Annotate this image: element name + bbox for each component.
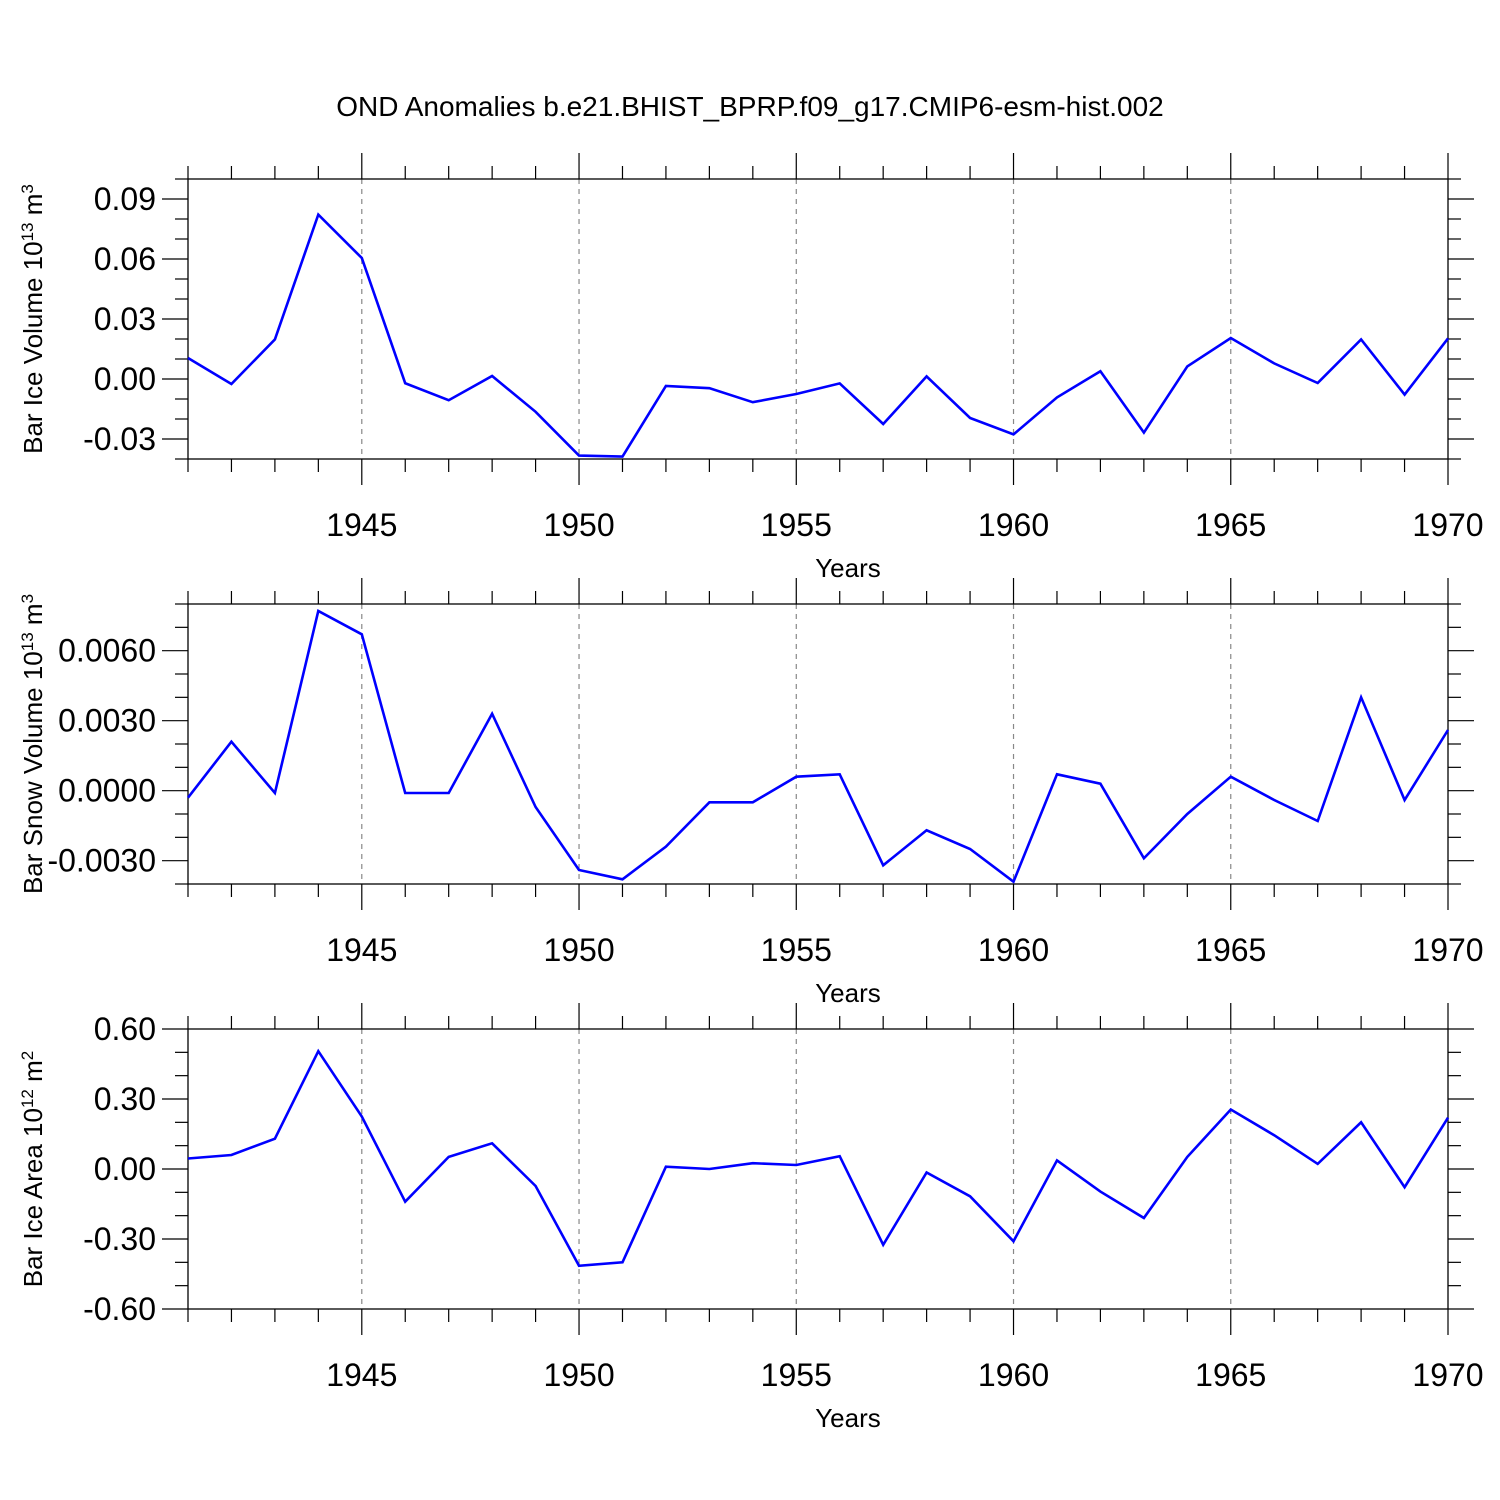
- y-axis-label-superscript: 13: [18, 222, 37, 241]
- plot-frame: [187, 603, 1449, 885]
- panels: -0.03 0.00 0.03 0.06 0.09 1945 1950 1955 1960 196…: [18, 153, 1484, 1433]
- series-line: [187, 1048, 1450, 1268]
- y-tick-label: 0.0000: [58, 773, 156, 809]
- plot-frame: [187, 178, 1449, 460]
- y-axis-label-superscript: 13: [18, 632, 37, 651]
- y-axis-label-part: m: [18, 194, 48, 223]
- panel-3: -0.60 -0.30 0.00 0.30 0.60 1945 1950 1955 1960 19…: [18, 1003, 1484, 1433]
- x-tick-label: 1950: [543, 932, 614, 968]
- y-tick-label: -0.30: [83, 1221, 156, 1257]
- y-tick-label: 0.09: [94, 181, 156, 217]
- x-tick-label: 1970: [1412, 1357, 1483, 1393]
- x-axis-label: Years: [815, 553, 881, 583]
- y-axis-label-superscript: 2: [18, 1051, 37, 1060]
- y-tick-label: 0.0030: [58, 703, 156, 739]
- series-line: [187, 212, 1450, 458]
- y-axis-label-part: m: [18, 603, 48, 632]
- y-axis-label-part: Bar Ice Area 10: [18, 1108, 48, 1287]
- y-tick-label: 0.03: [94, 301, 156, 337]
- chart-title: OND Anomalies b.e21.BHIST_BPRP.f09_g17.C…: [336, 91, 1163, 122]
- x-tick-label: 1955: [761, 1357, 832, 1393]
- x-tick-label: 1945: [326, 1357, 397, 1393]
- y-tick-label: 0.60: [94, 1011, 156, 1047]
- y-tick-label: 0.06: [94, 241, 156, 277]
- panel-2: -0.0030 0.0000 0.0030 0.0060 1945 1950 1955 196…: [18, 578, 1484, 1008]
- x-tick-label: 1970: [1412, 932, 1483, 968]
- y-axis-label-part: Bar Snow Volume 10: [18, 651, 48, 894]
- x-tick-label: 1960: [978, 932, 1049, 968]
- series-line: [186, 609, 1450, 884]
- y-axis-label: Bar Ice Area 1012 m2: [18, 1051, 49, 1288]
- y-axis-label: Bar Ice Volume 1013 m3: [18, 184, 49, 454]
- x-tick-label: 1955: [761, 932, 832, 968]
- x-axis-label: Years: [815, 978, 881, 1008]
- y-tick-label: -0.60: [83, 1291, 156, 1327]
- y-tick-label: -0.0030: [47, 843, 156, 879]
- y-tick-label: 0.00: [94, 361, 156, 397]
- plot-frame: [187, 1028, 1449, 1310]
- x-tick-label: 1945: [326, 507, 397, 543]
- x-tick-label: 1965: [1195, 1357, 1266, 1393]
- panel-1: -0.03 0.00 0.03 0.06 0.09 1945 1950 1955 1960 196…: [18, 153, 1484, 583]
- x-tick-label: 1965: [1195, 932, 1266, 968]
- y-tick-label: 0.00: [94, 1151, 156, 1187]
- x-tick-label: 1955: [761, 507, 832, 543]
- x-tick-label: 1950: [543, 1357, 614, 1393]
- x-tick-label: 1950: [543, 507, 614, 543]
- x-tick-label: 1960: [978, 507, 1049, 543]
- y-axis-label-superscript: 12: [18, 1089, 37, 1108]
- x-tick-label: 1960: [978, 1357, 1049, 1393]
- y-axis-label-superscript: 3: [18, 184, 37, 193]
- x-tick-label: 1945: [326, 932, 397, 968]
- y-axis-label: Bar Snow Volume 1013 m3: [18, 594, 49, 894]
- y-axis-label-part: m: [18, 1060, 48, 1089]
- y-axis-label-part: Bar Ice Volume 10: [18, 241, 48, 453]
- y-tick-label: 0.0060: [58, 633, 156, 669]
- y-tick-label: 0.30: [94, 1081, 156, 1117]
- x-tick-label: 1970: [1412, 507, 1483, 543]
- x-axis-label: Years: [815, 1403, 881, 1433]
- x-tick-label: 1965: [1195, 507, 1266, 543]
- y-tick-label: -0.03: [83, 421, 156, 457]
- y-axis-label-superscript: 3: [18, 594, 37, 603]
